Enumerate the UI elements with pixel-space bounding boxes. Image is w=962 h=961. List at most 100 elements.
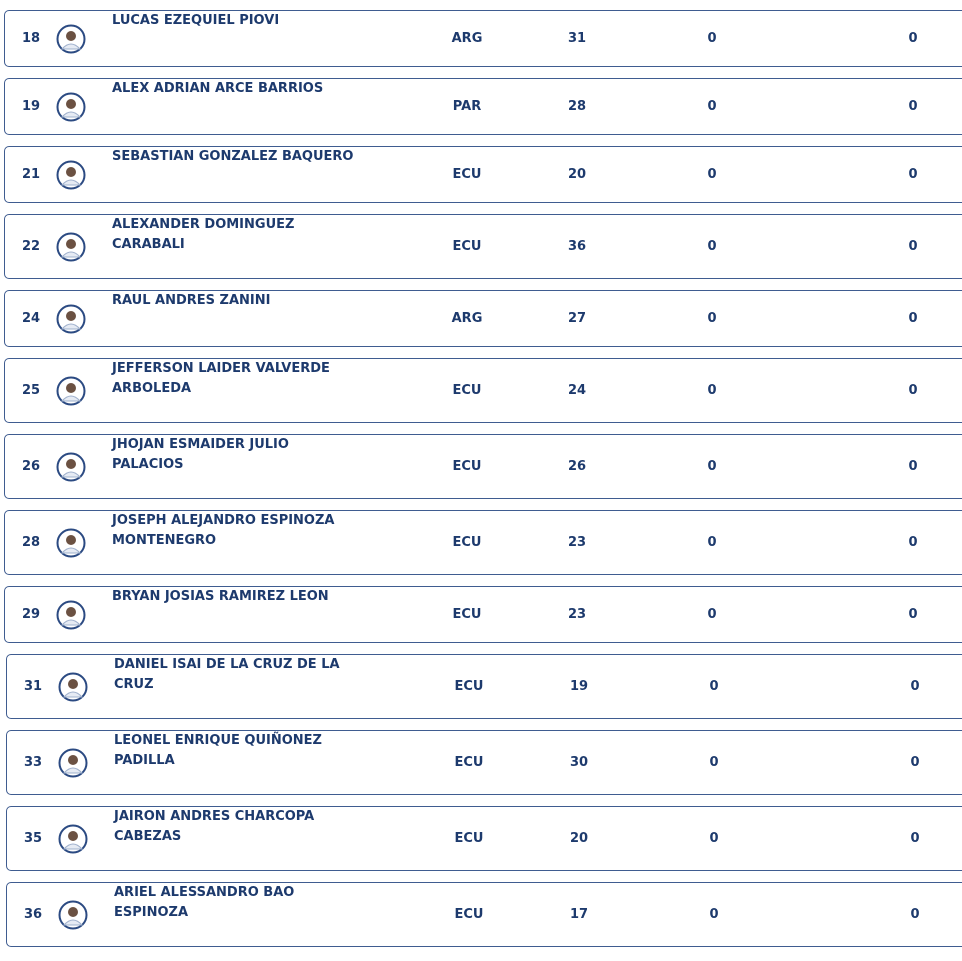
stat-2: 0 — [908, 167, 918, 182]
name-line: ESPINOZA — [114, 905, 189, 920]
name-line: CARABALI — [112, 237, 185, 252]
nationality: ECU — [454, 755, 484, 770]
name-line: RAUL ANDRES ZANINI — [112, 293, 271, 308]
number: 31 — [23, 679, 43, 694]
name-line: ARIEL ALESSANDRO BAO — [114, 885, 295, 900]
player-name: ARIEL ALESSANDRO BAO ESPINOZA — [114, 883, 414, 946]
age: 23 — [567, 535, 587, 550]
age: 26 — [567, 459, 587, 474]
player-name: LUCAS EZEQUIEL PIOVI — [112, 11, 412, 66]
name-line: JOSEPH ALEJANDRO ESPINOZA — [112, 513, 335, 528]
number: 26 — [21, 459, 41, 474]
avatar — [56, 291, 86, 346]
name-line: PADILLA — [114, 753, 175, 768]
player-name: RAUL ANDRES ZANINI — [112, 291, 412, 346]
name-line: ALEXANDER DOMINGUEZ — [112, 217, 295, 232]
stat-2: 0 — [908, 99, 918, 114]
player-row: 33 ECU 30 0 0 LEONEL ENRIQUE QUIÑONEZ PADILLA — [6, 730, 962, 795]
player-name: JEFFERSON LAIDER VALVERDE ARBOLEDA — [112, 359, 412, 422]
age: 31 — [567, 31, 587, 46]
stat-1: 0 — [707, 239, 717, 254]
name-line: DANIEL ISAI DE LA CRUZ DE LA — [114, 657, 340, 672]
player-name: SEBASTIAN GONZALEZ BAQUERO — [112, 147, 412, 202]
avatar — [58, 731, 88, 794]
avatar — [56, 11, 86, 66]
number: 36 — [23, 907, 43, 922]
name-line: ALEX ADRIAN ARCE BARRIOS — [112, 81, 324, 96]
nationality: ECU — [454, 679, 484, 694]
name-line: MONTENEGRO — [112, 533, 217, 548]
stat-1: 0 — [709, 831, 719, 846]
age: 28 — [567, 99, 587, 114]
avatar — [58, 883, 88, 946]
number: 29 — [21, 607, 41, 622]
nationality: ECU — [454, 831, 484, 846]
player-name: JOSEPH ALEJANDRO ESPINOZA MONTENEGRO — [112, 511, 412, 574]
age: 19 — [569, 679, 589, 694]
player-name: BRYAN JOSIAS RAMIREZ LEON — [112, 587, 412, 642]
name-line: ARBOLEDA — [112, 381, 192, 396]
player-name: JAIRON ANDRES CHARCOPA CABEZAS — [114, 807, 414, 870]
number: 25 — [21, 383, 41, 398]
nationality: ARG — [451, 311, 483, 326]
player-name: LEONEL ENRIQUE QUIÑONEZ PADILLA — [114, 731, 414, 794]
name-line: LEONEL ENRIQUE QUIÑONEZ — [114, 733, 322, 748]
player-row: 22 ECU 36 0 0 ALEXANDER DOMINGUEZ CARABALI — [4, 214, 962, 279]
player-row: 24 ARG 27 0 0 RAUL ANDRES ZANINI — [4, 290, 962, 347]
age: 24 — [567, 383, 587, 398]
avatar — [56, 435, 86, 498]
player-row: 31 ECU 19 0 0 DANIEL ISAI DE LA CRUZ DE LA CRU… — [6, 654, 962, 719]
player-row: 28 ECU 23 0 0 JOSEPH ALEJANDRO ESPINOZA MONTEN… — [4, 510, 962, 575]
stat-2: 0 — [908, 239, 918, 254]
stat-2: 0 — [908, 607, 918, 622]
number: 28 — [21, 535, 41, 550]
avatar — [58, 807, 88, 870]
nationality: ECU — [454, 907, 484, 922]
stat-1: 0 — [707, 459, 717, 474]
stat-1: 0 — [707, 31, 717, 46]
player-name: JHOJAN ESMAIDER JULIO PALACIOS — [112, 435, 412, 498]
number: 19 — [21, 99, 41, 114]
stat-2: 0 — [908, 311, 918, 326]
number: 24 — [21, 311, 41, 326]
stat-1: 0 — [707, 607, 717, 622]
player-name: ALEXANDER DOMINGUEZ CARABALI — [112, 215, 412, 278]
stat-1: 0 — [707, 383, 717, 398]
avatar — [56, 215, 86, 278]
player-name: DANIEL ISAI DE LA CRUZ DE LA CRUZ — [114, 655, 414, 718]
player-row: 21 ECU 20 0 0 SEBASTIAN GONZALEZ BAQUERO — [4, 146, 962, 203]
age: 20 — [569, 831, 589, 846]
age: 30 — [569, 755, 589, 770]
nationality: ECU — [452, 239, 482, 254]
player-row: 36 ECU 17 0 0 ARIEL ALESSANDRO BAO ESPINOZA — [6, 882, 962, 947]
nationality: ECU — [452, 535, 482, 550]
name-line: PALACIOS — [112, 457, 184, 472]
player-row: 29 ECU 23 0 0 BRYAN JOSIAS RAMIREZ LEON — [4, 586, 962, 643]
age: 20 — [567, 167, 587, 182]
stat-2: 0 — [908, 459, 918, 474]
stat-2: 0 — [910, 755, 920, 770]
age: 36 — [567, 239, 587, 254]
stat-1: 0 — [707, 311, 717, 326]
stat-2: 0 — [908, 535, 918, 550]
name-line: JHOJAN ESMAIDER JULIO — [112, 437, 289, 452]
stat-1: 0 — [707, 167, 717, 182]
avatar — [58, 655, 88, 718]
nationality: ECU — [452, 383, 482, 398]
name-line: CABEZAS — [114, 829, 182, 844]
stat-1: 0 — [709, 755, 719, 770]
stat-2: 0 — [908, 383, 918, 398]
player-row: 25 ECU 24 0 0 JEFFERSON LAIDER VALVERDE ARBOLE… — [4, 358, 962, 423]
stat-2: 0 — [910, 831, 920, 846]
stat-1: 0 — [709, 907, 719, 922]
stat-2: 0 — [908, 31, 918, 46]
number: 35 — [23, 831, 43, 846]
nationality: ECU — [452, 607, 482, 622]
name-line: SEBASTIAN GONZALEZ BAQUERO — [112, 149, 354, 164]
name-line: JEFFERSON LAIDER VALVERDE — [112, 361, 330, 376]
name-line: CRUZ — [114, 677, 154, 692]
age: 17 — [569, 907, 589, 922]
nationality: ECU — [452, 167, 482, 182]
stat-1: 0 — [707, 99, 717, 114]
